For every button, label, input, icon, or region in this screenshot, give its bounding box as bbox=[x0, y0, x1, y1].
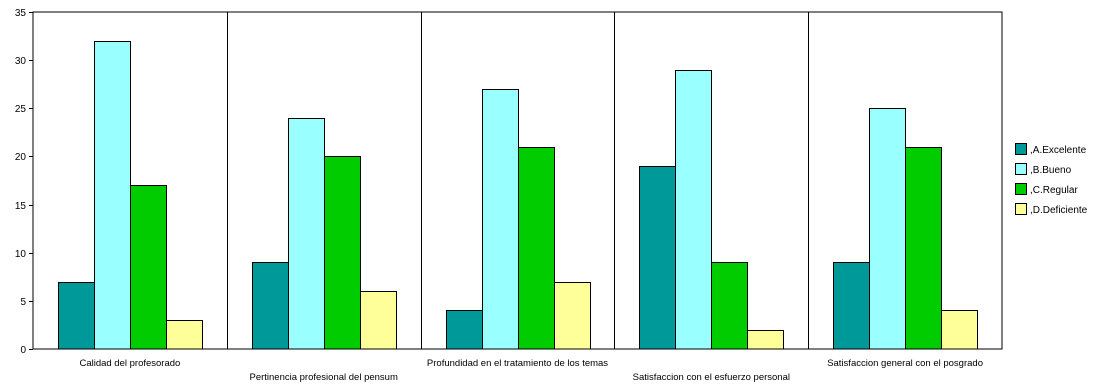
bar-ddeficiente-4 bbox=[748, 331, 784, 350]
legend-label: ,B.Bueno bbox=[1030, 165, 1072, 176]
y-tick-label: 25 bbox=[15, 104, 27, 115]
bar-bbueno-5 bbox=[870, 109, 906, 350]
bar-aexcelente-4 bbox=[640, 167, 676, 350]
bar-bbueno-3 bbox=[483, 90, 519, 350]
bar-cregular-2 bbox=[325, 157, 361, 350]
x-category-label: Pertinencia profesional del pensum bbox=[249, 372, 397, 383]
y-tick-label: 0 bbox=[20, 345, 26, 356]
y-axis: 0 5 10 15 20 25 30 35 bbox=[15, 8, 33, 356]
bar-bbueno-1 bbox=[95, 42, 131, 350]
y-tick-label: 15 bbox=[15, 201, 27, 212]
y-tick-label: 30 bbox=[15, 56, 27, 67]
bar-cregular-1 bbox=[131, 186, 167, 350]
x-category-label: Calidad del profesorado bbox=[79, 358, 180, 369]
bar-ddeficiente-2 bbox=[361, 292, 397, 350]
bar-bbueno-4 bbox=[676, 71, 712, 350]
legend-swatch bbox=[1016, 204, 1027, 215]
bar-aexcelente-5 bbox=[834, 263, 870, 350]
legend-label: ,A.Excelente bbox=[1030, 145, 1087, 156]
bar-ddeficiente-5 bbox=[942, 311, 978, 350]
legend-swatch bbox=[1016, 184, 1027, 195]
bar-cregular-4 bbox=[712, 263, 748, 350]
bar-ddeficiente-3 bbox=[555, 283, 591, 350]
bar-aexcelente-3 bbox=[447, 311, 483, 350]
bar-cregular-3 bbox=[519, 148, 555, 350]
x-category-label: Satisfaccion general con el posgrado bbox=[827, 358, 983, 369]
y-tick-label: 10 bbox=[15, 249, 27, 260]
legend-label: ,D.Deficiente bbox=[1030, 205, 1088, 216]
y-tick-label: 35 bbox=[15, 8, 27, 19]
x-axis: Calidad del profesorado Pertinencia profe… bbox=[79, 358, 983, 383]
legend: ,A.Excelente ,B.Bueno ,C.Regular ,D.Deficie… bbox=[1016, 144, 1088, 217]
legend-swatch bbox=[1016, 144, 1027, 155]
y-tick-label: 5 bbox=[20, 297, 26, 308]
x-category-label: Profundidad en el tratamiento de los tem… bbox=[427, 358, 608, 369]
bar-ddeficiente-1 bbox=[167, 321, 203, 350]
x-category-label: Satisfaccion con el esfuerzo personal bbox=[633, 372, 790, 383]
bar-bbueno-2 bbox=[289, 119, 325, 350]
bar-cregular-5 bbox=[906, 148, 942, 350]
legend-label: ,C.Regular bbox=[1030, 185, 1078, 196]
bar-aexcelente-2 bbox=[253, 263, 289, 350]
y-tick-label: 20 bbox=[15, 152, 27, 163]
legend-swatch bbox=[1016, 164, 1027, 175]
bar-aexcelente-1 bbox=[59, 283, 95, 350]
